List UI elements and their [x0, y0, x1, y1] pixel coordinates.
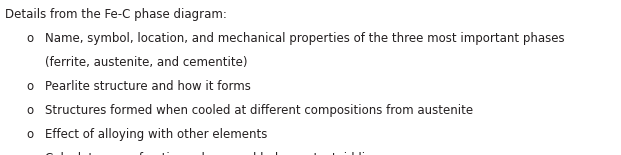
Text: (ferrite, austenite, and cementite): (ferrite, austenite, and cementite)	[45, 56, 247, 69]
Text: Structures formed when cooled at different compositions from austenite: Structures formed when cooled at differe…	[45, 104, 473, 117]
Text: Pearlite structure and how it forms: Pearlite structure and how it forms	[45, 80, 251, 93]
Text: o: o	[26, 32, 34, 45]
Text: o: o	[26, 104, 34, 117]
Text: o: o	[26, 80, 34, 93]
Text: o: o	[26, 152, 34, 155]
Text: o: o	[26, 128, 34, 141]
Text: Details from the Fe-C phase diagram:: Details from the Fe-C phase diagram:	[5, 8, 227, 21]
Text: Effect of alloying with other elements: Effect of alloying with other elements	[45, 128, 267, 141]
Text: Name, symbol, location, and mechanical properties of the three most important ph: Name, symbol, location, and mechanical p…	[45, 32, 564, 45]
Text: Calculate mass fractions above and below eutectoid line: Calculate mass fractions above and below…	[45, 152, 379, 155]
